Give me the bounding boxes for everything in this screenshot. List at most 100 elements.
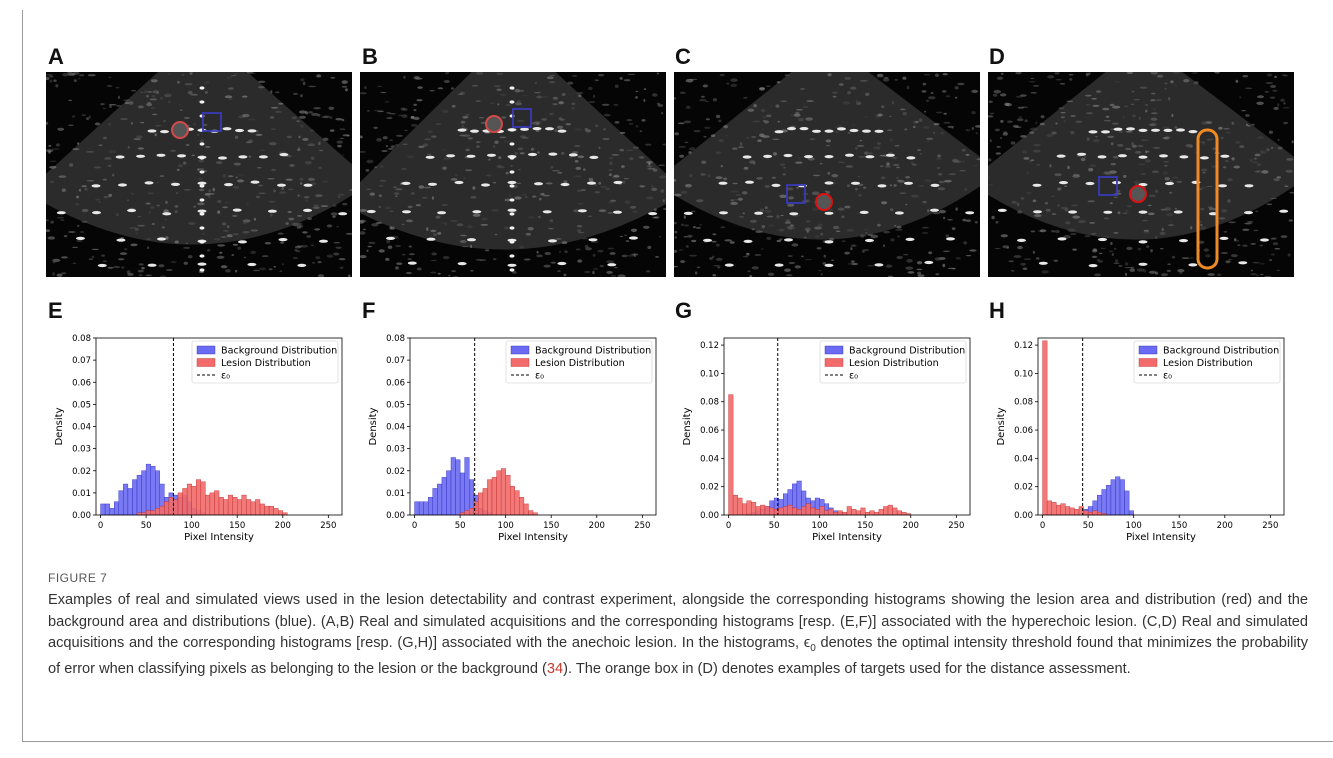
speckle [46, 74, 54, 76]
speckle [729, 241, 735, 244]
speckle [1245, 114, 1250, 117]
speckle [308, 85, 317, 88]
speckle [662, 208, 666, 210]
speckle [1203, 248, 1209, 252]
wire-target [457, 262, 467, 266]
speckle [957, 82, 965, 86]
wire-target [520, 127, 529, 131]
wire-target [1199, 156, 1209, 160]
speckle [743, 255, 749, 258]
speckle [431, 252, 437, 256]
wire-target [1113, 127, 1123, 131]
speckle [389, 139, 393, 141]
speckle [1088, 167, 1094, 172]
speckle [1225, 131, 1231, 134]
speckle [712, 98, 717, 102]
speckle [413, 76, 420, 80]
histogram-g: 0.00 0.02 0.04 0.06 0.08 0.10 0.12 0 50 100 150 200… [668, 330, 974, 560]
speckle [279, 191, 286, 194]
speckle [1087, 200, 1095, 203]
wire-target [56, 211, 66, 215]
speckle [975, 132, 978, 135]
lesion-bar [150, 510, 156, 516]
speckle [504, 226, 509, 230]
wire-target [824, 211, 834, 215]
speckle [726, 82, 730, 85]
speckle [867, 152, 874, 155]
speckle [730, 199, 735, 202]
speckle [1242, 74, 1249, 78]
speckle [693, 129, 701, 133]
lesion-region [486, 116, 502, 132]
speckle [67, 73, 76, 76]
speckle [905, 176, 910, 179]
speckle [339, 266, 344, 269]
speckle [46, 219, 50, 222]
speckle [536, 95, 543, 99]
wire-target [250, 180, 260, 184]
column-target [199, 254, 205, 258]
speckle [150, 206, 155, 209]
speckle [1174, 126, 1178, 129]
speckle [798, 117, 805, 122]
speckle [846, 228, 854, 232]
wire-target [91, 184, 101, 188]
lesion-bar [232, 497, 238, 516]
speckle [197, 168, 200, 172]
speckle [308, 177, 315, 182]
speckle [543, 264, 551, 268]
speckle [766, 215, 774, 218]
lesion-bar [742, 503, 747, 516]
lesion-bar [1074, 509, 1080, 516]
speckle [993, 89, 1002, 94]
speckle [1067, 228, 1076, 233]
speckle [1091, 97, 1097, 100]
speckle [762, 115, 768, 119]
speckle [556, 125, 564, 129]
speckle [417, 86, 423, 89]
x-axis-label: Pixel Intensity [812, 532, 882, 543]
speckle [1288, 219, 1293, 222]
speckle [103, 196, 109, 199]
speckle [1085, 94, 1092, 97]
background-bar [455, 459, 461, 516]
wire-target [507, 263, 517, 267]
speckle [1131, 142, 1134, 146]
speckle [498, 156, 502, 159]
speckle [811, 191, 820, 196]
speckle [337, 144, 342, 148]
lesion-bar [874, 511, 880, 516]
wire-target [997, 208, 1007, 212]
speckle [711, 255, 715, 259]
speckle [540, 192, 545, 196]
speckle [68, 99, 73, 102]
lesion-bar [227, 494, 233, 516]
axes-frame [723, 337, 971, 516]
speckle [1033, 144, 1041, 146]
speckle [330, 77, 336, 79]
speckle [588, 215, 592, 218]
caption-reference-link[interactable]: 34 [546, 661, 564, 678]
speckle [1102, 107, 1110, 111]
speckle [916, 261, 923, 265]
speckle [411, 192, 415, 195]
speckle [657, 164, 666, 167]
speckle-fan [360, 72, 666, 250]
speckle [76, 224, 80, 228]
speckle [823, 254, 826, 258]
speckle [1086, 137, 1090, 141]
speckle [588, 100, 596, 104]
speckle [1089, 222, 1096, 224]
speckle [1032, 250, 1035, 254]
speckle [1145, 159, 1151, 163]
speckle [237, 246, 242, 250]
speckle [779, 238, 783, 241]
speckle [847, 131, 851, 134]
speckle [564, 250, 568, 254]
speckle [68, 124, 74, 127]
speckle [571, 106, 575, 111]
speckle [751, 266, 759, 270]
speckle [1044, 201, 1049, 205]
speckle [53, 79, 57, 82]
speckle [1247, 125, 1251, 127]
